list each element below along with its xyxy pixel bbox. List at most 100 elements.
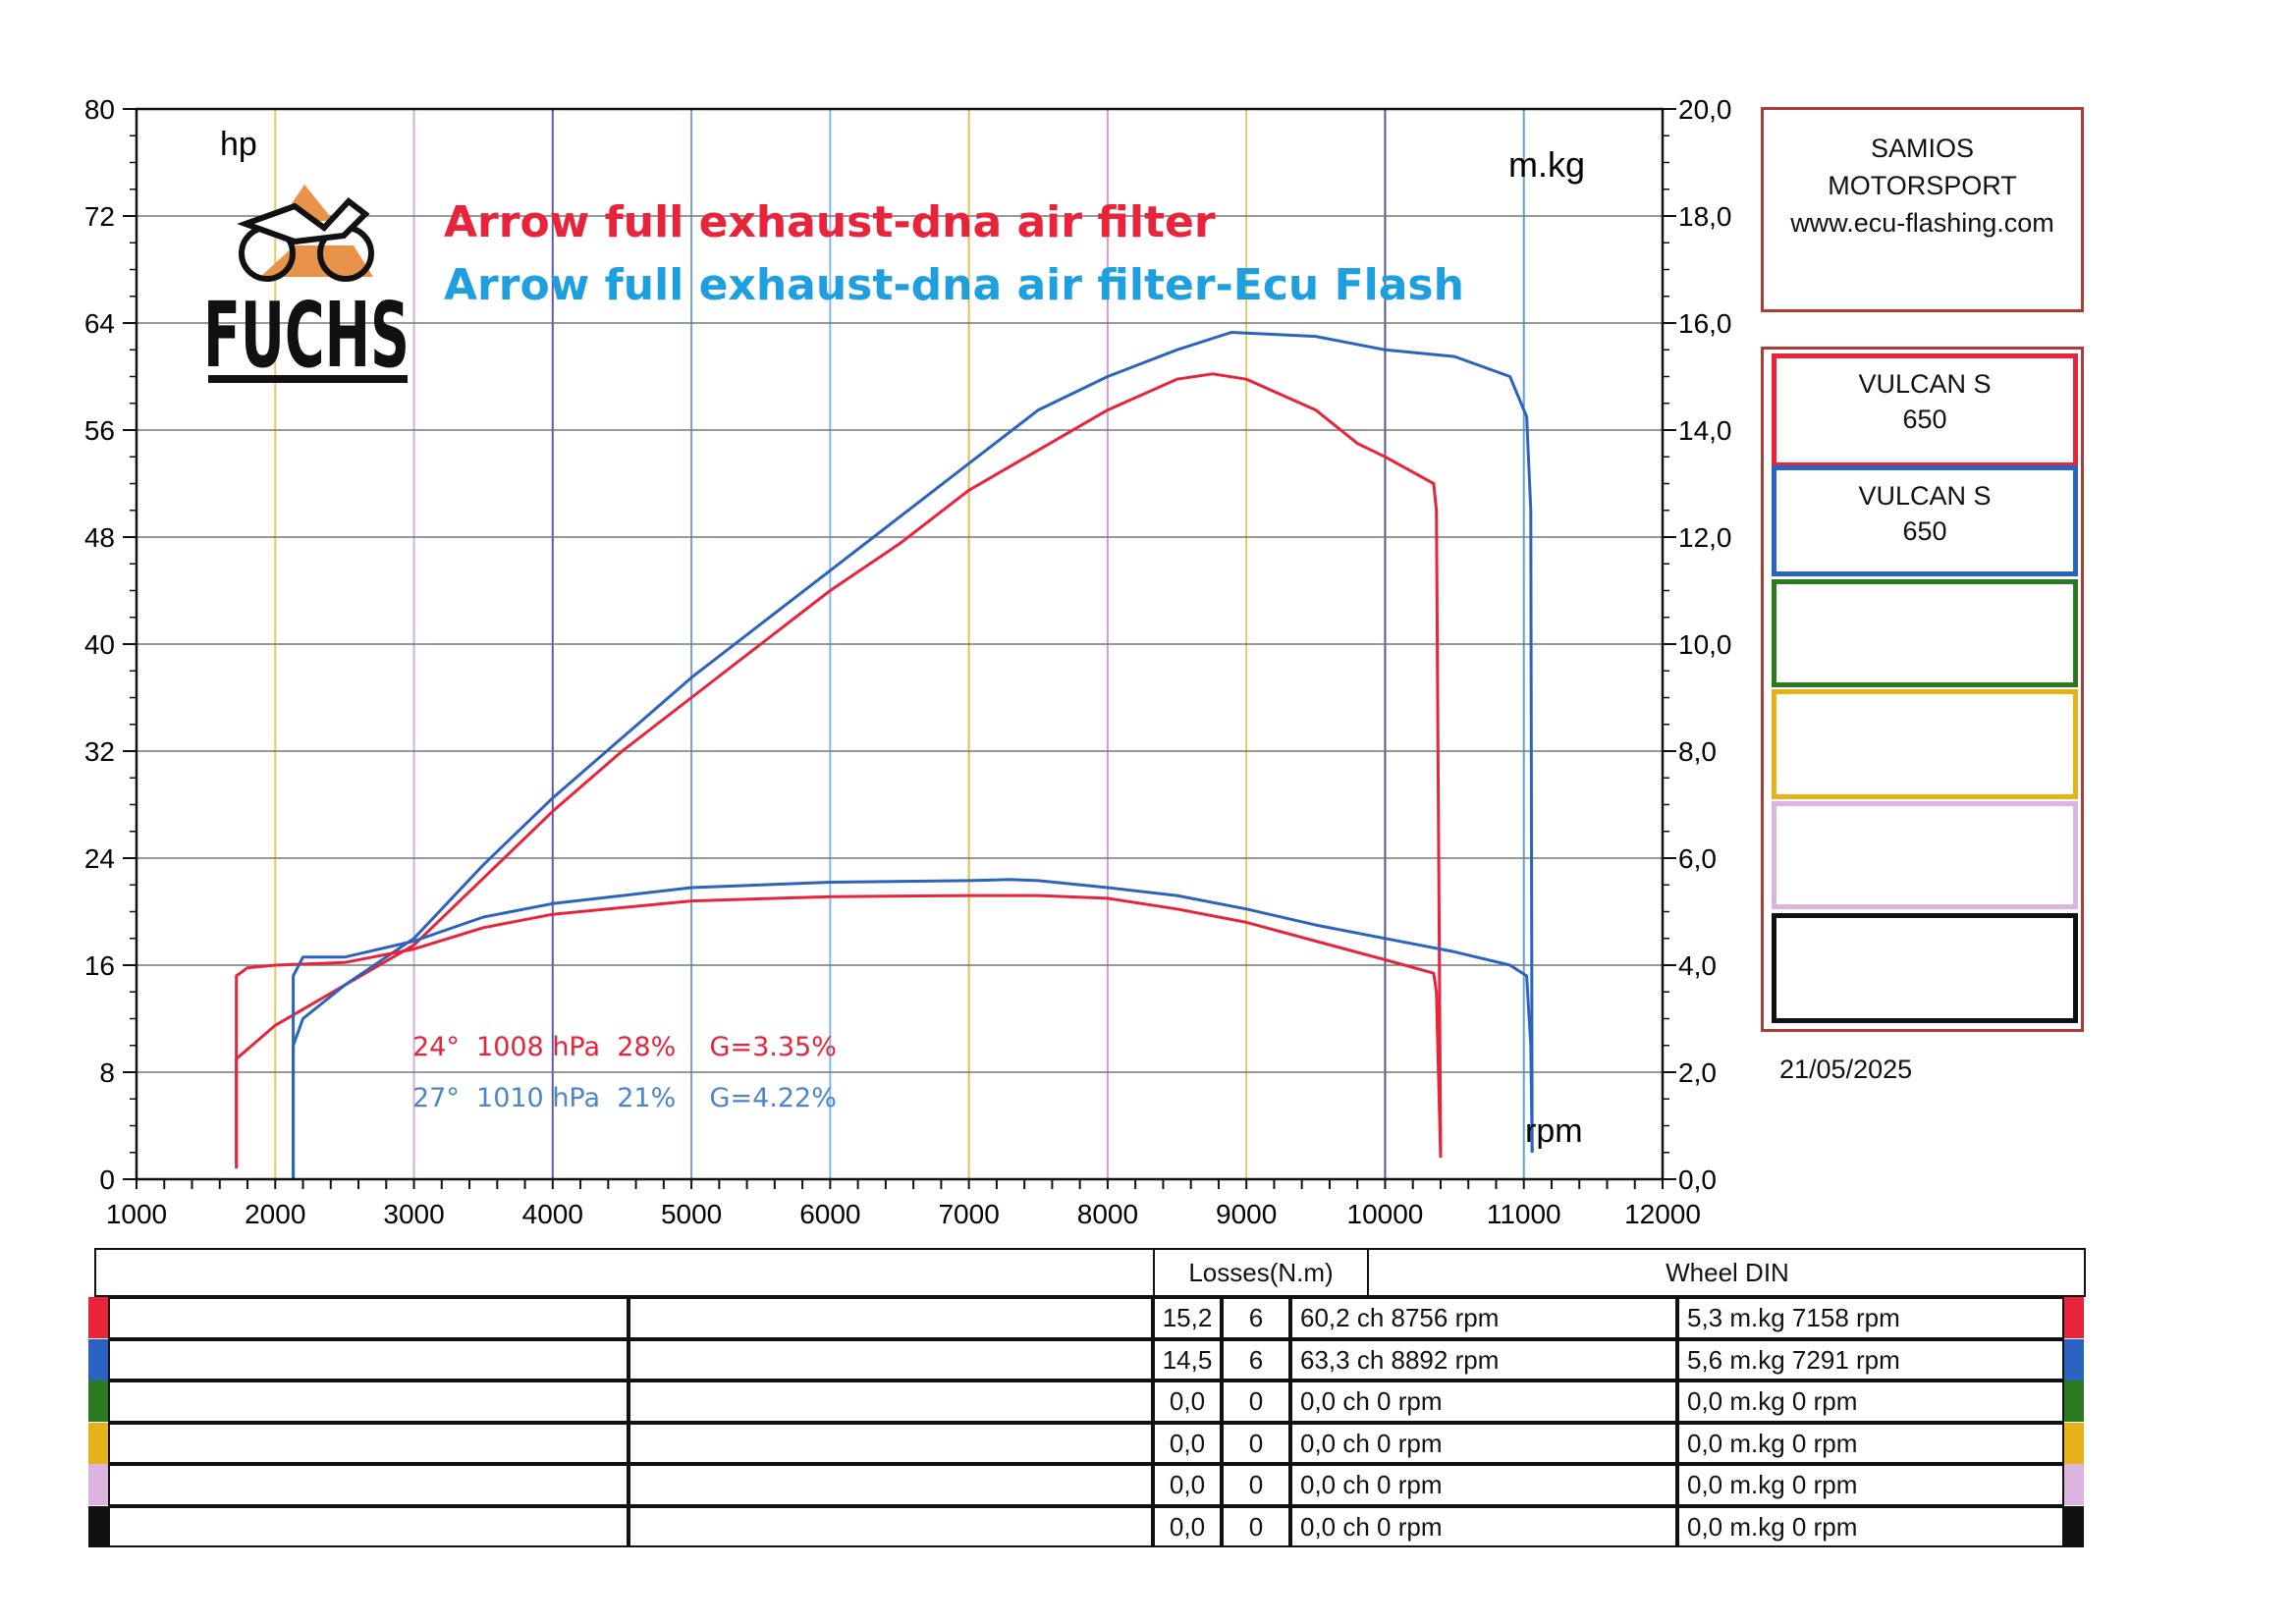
y-left-tick-label: 16 bbox=[84, 950, 115, 981]
table-header bbox=[94, 1248, 2086, 1297]
y-left-tick-label: 40 bbox=[84, 629, 115, 660]
gear-cell: 0 bbox=[1222, 1505, 1290, 1547]
gear-cell: 0 bbox=[1222, 1464, 1290, 1506]
max-power-cell: 63,3 ch 8892 rpm bbox=[1290, 1338, 1677, 1380]
gear-cell: 6 bbox=[1222, 1297, 1290, 1339]
gear-cell: 6 bbox=[1222, 1338, 1290, 1380]
legend-slot-1: VULCAN S 650 bbox=[1772, 353, 2078, 467]
loss-cell: 14,5 bbox=[1153, 1338, 1222, 1380]
legend-slot-1-line1: VULCAN S bbox=[1858, 369, 1992, 399]
row-color-swatch-left bbox=[88, 1464, 108, 1505]
results-table: Losses(N.m) Wheel DIN 15,2 6 60,2 ch 8756 … bbox=[88, 1248, 2086, 1553]
max-torque-cell: 5,3 m.kg 7158 rpm bbox=[1677, 1297, 2064, 1339]
row-color-swatch-left bbox=[88, 1380, 108, 1422]
row-color-swatch-left bbox=[88, 1297, 108, 1338]
y-right-tick-label: 4,0 bbox=[1678, 950, 1717, 981]
series-power-line-2 bbox=[292, 331, 1534, 1179]
legend-slot-2-line1: VULCAN S bbox=[1858, 481, 1992, 511]
series-title-1: Arrow full exhaust-dna air filter bbox=[444, 197, 1216, 247]
plot-frame bbox=[135, 107, 1665, 1181]
row-color-swatch-left bbox=[88, 1338, 108, 1380]
row-color-swatch-right bbox=[2064, 1380, 2084, 1422]
x-axis-label: rpm bbox=[1525, 1112, 1583, 1150]
y-left-tick-label: 80 bbox=[84, 94, 115, 125]
y-right-tick-label: 8,0 bbox=[1678, 736, 1717, 767]
y-left-tick-label: 72 bbox=[84, 201, 115, 232]
row-color-swatch-right bbox=[2064, 1422, 2084, 1464]
legend-slot-2-line2: 650 bbox=[1902, 516, 1947, 546]
y-right-tick-label: 18,0 bbox=[1678, 201, 1732, 232]
loss-cell: 0,0 bbox=[1153, 1505, 1222, 1547]
y-right-tick-label: 6,0 bbox=[1678, 843, 1717, 874]
x-tick-label: 9000 bbox=[1216, 1199, 1277, 1229]
x-tick-label: 7000 bbox=[938, 1199, 999, 1229]
axis-labels: 1000 2000 3000 4000 5000 6000 7000 8000 9000 1000… bbox=[84, 94, 1732, 1229]
loss-cell: 0,0 bbox=[1153, 1464, 1222, 1506]
notes-cell bbox=[628, 1422, 1153, 1464]
condition-annotation-1: 24° 1008 hPa 28% G=3.35% bbox=[412, 1032, 837, 1062]
legend-slot-2: VULCAN S 650 bbox=[1772, 465, 2078, 576]
table-row: 0,0 0 0,0 ch 0 rpm 0,0 m.kg 0 rpm bbox=[88, 1464, 2086, 1506]
loss-cell: 0,0 bbox=[1153, 1380, 1222, 1423]
curves bbox=[235, 331, 1534, 1179]
max-power-cell: 60,2 ch 8756 rpm bbox=[1290, 1297, 1677, 1339]
x-tick-label: 5000 bbox=[661, 1199, 722, 1229]
notes-cell bbox=[628, 1297, 1153, 1339]
test-date: 21/05/2025 bbox=[1779, 1055, 1913, 1084]
x-tick-label: 6000 bbox=[799, 1199, 860, 1229]
row-color-swatch-left bbox=[88, 1422, 108, 1464]
y-left-tick-label: 24 bbox=[84, 843, 115, 874]
y-right-tick-label: 12,0 bbox=[1678, 522, 1732, 553]
max-power-cell: 0,0 ch 0 rpm bbox=[1290, 1464, 1677, 1506]
name-cell bbox=[108, 1380, 628, 1423]
x-tick-label: 2000 bbox=[245, 1199, 305, 1229]
condition-annotation-2: 27° 1010 hPa 21% G=4.22% bbox=[412, 1083, 837, 1113]
table-row: 14,5 6 63,3 ch 8892 rpm 5,6 m.kg 7291 rpm bbox=[88, 1338, 2086, 1380]
notes-cell bbox=[628, 1380, 1153, 1423]
row-color-swatch-right bbox=[2064, 1338, 2084, 1380]
y-right-tick-label: 0,0 bbox=[1678, 1164, 1717, 1195]
max-torque-cell: 0,0 m.kg 0 rpm bbox=[1677, 1422, 2064, 1464]
series-title-2: Arrow full exhaust-dna air filter-Ecu Fl… bbox=[444, 260, 1464, 310]
shop-name-line2: MOTORSPORT bbox=[1828, 171, 2017, 200]
series-torque-line-2 bbox=[292, 878, 1534, 1179]
gear-cell: 0 bbox=[1222, 1380, 1290, 1423]
table-row: 0,0 0 0,0 ch 0 rpm 0,0 m.kg 0 rpm bbox=[88, 1422, 2086, 1464]
axes bbox=[123, 107, 1676, 1189]
x-tick-label: 10000 bbox=[1347, 1199, 1424, 1229]
x-tick-label: 8000 bbox=[1077, 1199, 1138, 1229]
grid bbox=[137, 109, 1663, 1179]
name-cell bbox=[108, 1422, 628, 1464]
gear-cell: 0 bbox=[1222, 1422, 1290, 1464]
legend-slot-4 bbox=[1772, 689, 2078, 799]
loss-cell: 0,0 bbox=[1153, 1422, 1222, 1464]
x-tick-label: 1000 bbox=[106, 1199, 167, 1229]
name-cell bbox=[108, 1338, 628, 1380]
y-left-tick-label: 0 bbox=[99, 1164, 115, 1195]
y-right-tick-label: 14,0 bbox=[1678, 415, 1732, 446]
notes-cell bbox=[628, 1464, 1153, 1506]
y-right-tick-label: 20,0 bbox=[1678, 94, 1732, 125]
row-color-swatch-right bbox=[2064, 1297, 2084, 1338]
name-cell bbox=[108, 1297, 628, 1339]
max-power-cell: 0,0 ch 0 rpm bbox=[1290, 1505, 1677, 1547]
legend-slot-1-line2: 650 bbox=[1902, 405, 1947, 434]
max-torque-cell: 0,0 m.kg 0 rpm bbox=[1677, 1380, 2064, 1423]
y-right-tick-label: 2,0 bbox=[1678, 1057, 1717, 1088]
legend: VULCAN S 650 VULCAN S 650 21/05/2025 bbox=[1761, 347, 2084, 1084]
fuchs-logo: FUCHS bbox=[203, 185, 410, 388]
y-right-tick-label: 16,0 bbox=[1678, 308, 1732, 339]
y-left-tick-label: 32 bbox=[84, 736, 115, 767]
loss-cell: 15,2 bbox=[1153, 1297, 1222, 1339]
row-color-swatch-right bbox=[2064, 1505, 2084, 1547]
y-left-tick-label: 48 bbox=[84, 522, 115, 553]
notes-cell bbox=[628, 1505, 1153, 1547]
wheel-din-header: Wheel DIN bbox=[1666, 1258, 1789, 1287]
shop-name-line1: SAMIOS bbox=[1870, 134, 1975, 163]
x-tick-label: 4000 bbox=[522, 1199, 583, 1229]
table-row: 15,2 6 60,2 ch 8756 rpm 5,3 m.kg 7158 rpm bbox=[88, 1297, 2086, 1339]
logo-text: FUCHS bbox=[203, 283, 410, 388]
y-right-tick-label: 10,0 bbox=[1678, 629, 1732, 660]
legend-slot-3 bbox=[1772, 579, 2078, 687]
